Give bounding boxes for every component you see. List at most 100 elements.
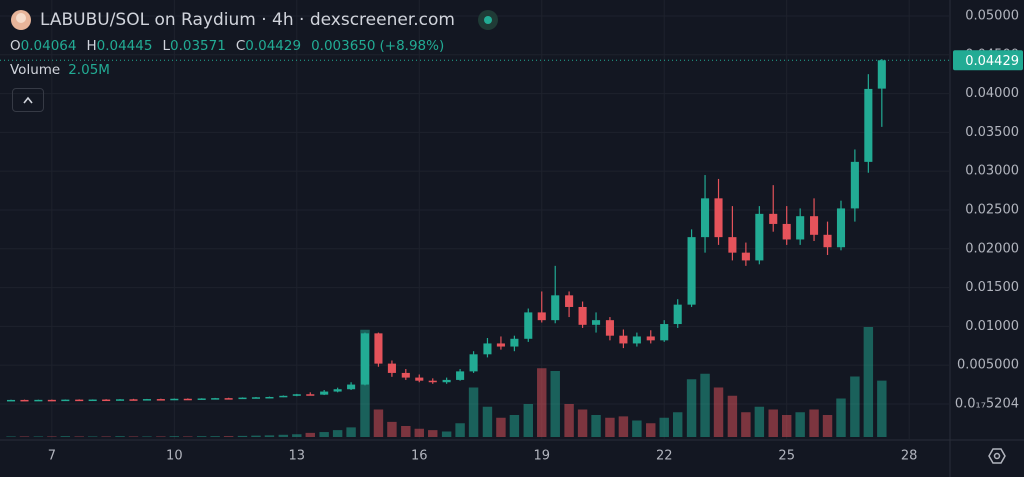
candle-body [6, 399, 16, 402]
candle-body [836, 208, 846, 248]
status-icon[interactable] [477, 9, 499, 31]
volume-bar [509, 415, 520, 437]
volume-bar [713, 387, 724, 437]
y-tick-label: 0.04000 [965, 86, 1019, 101]
candle-body [673, 304, 682, 325]
collapse-button[interactable] [12, 88, 44, 112]
y-tick-label: 0.05000 [965, 8, 1019, 23]
volume-bar [210, 436, 220, 437]
volume-bar [632, 420, 642, 437]
volume-bar [877, 380, 887, 437]
ohlc-value: 0.04429 [245, 38, 302, 54]
x-tick-label: 16 [411, 449, 428, 464]
volume-bar [686, 379, 697, 437]
candle-body [619, 335, 628, 344]
x-tick-label: 13 [289, 449, 306, 464]
grid [0, 0, 950, 440]
candle-body [129, 399, 138, 401]
volume-bar [700, 373, 710, 437]
volume-bar [496, 417, 506, 437]
volume-bar [577, 409, 588, 437]
volume-bar [618, 416, 629, 437]
volume-bars [6, 327, 887, 437]
volume-bar [305, 432, 315, 437]
volume-bar [33, 436, 44, 437]
volume-bar [319, 432, 329, 437]
y-tick-label: 0.0₁₇5204 [955, 396, 1019, 411]
volume-bar [822, 415, 833, 437]
last-price-tag [953, 50, 1023, 71]
volume-bar [754, 406, 765, 437]
volume-bar [128, 436, 139, 437]
candle-body [578, 306, 587, 325]
last-price-label: 0.04429 [965, 54, 1019, 69]
candle-body [75, 399, 84, 402]
change-value: 0.003650 [311, 38, 376, 54]
candle-body [496, 343, 505, 347]
volume-bar [591, 415, 601, 437]
candle-body [537, 312, 546, 321]
volume-bar [278, 434, 289, 437]
volume-bar [156, 436, 166, 437]
volume-bar [332, 430, 343, 437]
x-tick-label: 28 [901, 449, 918, 464]
candle-body [251, 397, 261, 399]
candle-body [115, 399, 125, 401]
volume-bar [142, 436, 152, 437]
collapse-arrow [23, 96, 33, 104]
volume-title: Volume [10, 62, 61, 78]
candle-body [428, 380, 437, 383]
volume-bar [455, 423, 465, 437]
candle-body [483, 343, 492, 355]
volume-bar [19, 436, 30, 437]
volume-bar [47, 436, 57, 437]
settings-icon[interactable] [988, 448, 1006, 464]
candle-body [224, 398, 233, 400]
volume-bar [850, 376, 860, 437]
candle-body [320, 391, 329, 395]
volume-bar [564, 404, 574, 437]
volume-bar [115, 436, 125, 437]
candle-body [47, 399, 56, 402]
x-tick-label: 7 [48, 449, 56, 464]
candle-body [782, 223, 791, 240]
candle-body [238, 397, 247, 400]
candle-body [197, 398, 206, 400]
volume-bar [659, 417, 669, 437]
candle-body [796, 216, 805, 240]
candle-body [646, 336, 655, 341]
x-tick-label: 25 [778, 449, 795, 464]
token-icon [11, 10, 31, 30]
candle-body [374, 333, 383, 364]
candle-body [850, 161, 859, 209]
candle-body [714, 198, 723, 238]
volume-bar [468, 387, 479, 437]
x-tick-label: 10 [166, 449, 183, 464]
volume-bar [196, 436, 207, 437]
y-tick-label: 0.03000 [965, 164, 1019, 179]
volume-bar [74, 436, 84, 437]
candle-body [551, 295, 560, 321]
volume-bar [183, 436, 193, 437]
volume-bar [387, 421, 397, 437]
volume-bar [237, 435, 248, 437]
volume-bar [6, 436, 16, 437]
candle-body [183, 398, 192, 401]
volume-bar [482, 406, 493, 437]
candle-body [279, 395, 288, 398]
candle-body [142, 399, 152, 401]
volume-bar [768, 409, 778, 437]
volume-bar [264, 435, 275, 437]
candle-body [592, 320, 601, 325]
volume-bar [101, 436, 111, 437]
volume-bar [605, 417, 615, 437]
volume-bar [646, 423, 656, 437]
volume-bar [836, 398, 846, 437]
change-pct: (+8.98%) [379, 38, 445, 54]
candle-body [728, 237, 737, 253]
candle-body [102, 399, 111, 402]
ohlc-value: 0.04064 [20, 38, 77, 54]
chart-title: LABUBU/SOL on Raydium · 4h · dexscreener… [40, 10, 455, 30]
header: LABUBU/SOL on Raydium · 4h · dexscreener… [10, 9, 499, 31]
